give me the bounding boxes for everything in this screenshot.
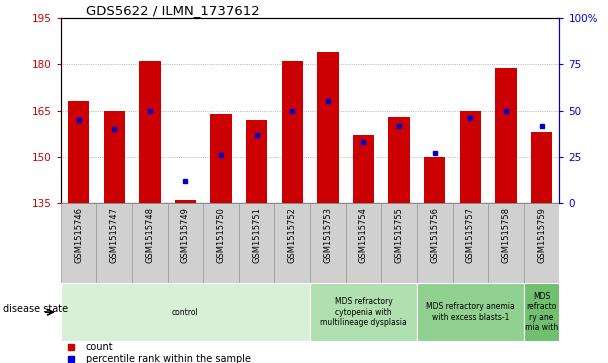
Text: MDS refractory anemia
with excess blasts-1: MDS refractory anemia with excess blasts… [426,302,515,322]
Bar [203,203,239,283]
Text: count: count [86,342,113,352]
Bar [310,203,346,283]
Text: GSM1515755: GSM1515755 [395,207,404,263]
Text: MDS refractory
cytopenia with
multilineage dysplasia: MDS refractory cytopenia with multilinea… [320,297,407,327]
Text: GSM1515759: GSM1515759 [537,207,546,263]
Bar [460,111,481,203]
Text: GSM1515750: GSM1515750 [216,207,226,263]
Bar [310,283,417,341]
Bar [523,283,559,341]
Bar [381,203,417,283]
Text: MDS
refracto
ry ane
mia with: MDS refracto ry ane mia with [525,292,558,332]
Bar [68,101,89,203]
Bar [239,203,274,283]
Text: GSM1515757: GSM1515757 [466,207,475,263]
Text: GSM1515756: GSM1515756 [430,207,439,263]
Text: GSM1515747: GSM1515747 [109,207,119,263]
Bar [103,111,125,203]
Text: GSM1515746: GSM1515746 [74,207,83,263]
Bar [417,203,452,283]
Bar [139,61,161,203]
Bar [523,203,559,283]
Bar [97,203,132,283]
Text: GSM1515758: GSM1515758 [502,207,511,263]
Text: GSM1515751: GSM1515751 [252,207,261,263]
Bar [424,157,446,203]
Bar [132,203,168,283]
Bar [417,283,523,341]
Bar [496,68,517,203]
Text: disease state: disease state [3,303,68,314]
Bar [282,61,303,203]
Bar [346,203,381,283]
Bar [452,203,488,283]
Bar [353,135,374,203]
Bar [61,283,310,341]
Bar [246,120,268,203]
Text: percentile rank within the sample: percentile rank within the sample [86,354,250,363]
Bar [174,200,196,203]
Bar [317,52,339,203]
Bar [168,203,203,283]
Text: GSM1515753: GSM1515753 [323,207,333,263]
Bar [210,114,232,203]
Text: GSM1515749: GSM1515749 [181,207,190,263]
Bar [274,203,310,283]
Text: GSM1515754: GSM1515754 [359,207,368,263]
Text: GSM1515748: GSM1515748 [145,207,154,263]
Bar [389,117,410,203]
Text: GDS5622 / ILMN_1737612: GDS5622 / ILMN_1737612 [86,4,260,17]
Text: control: control [172,308,199,317]
Bar [488,203,523,283]
Bar [61,203,97,283]
Text: GSM1515752: GSM1515752 [288,207,297,263]
Bar [531,132,552,203]
